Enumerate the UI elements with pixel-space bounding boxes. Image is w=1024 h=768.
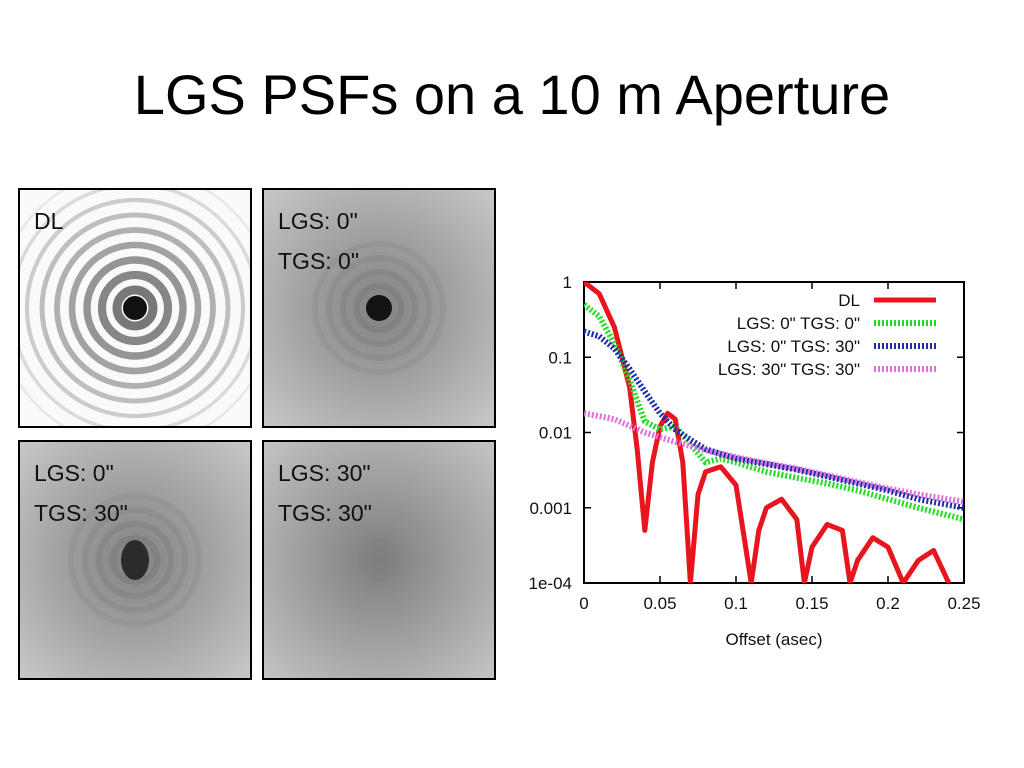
psf-label-line: DL xyxy=(34,208,64,234)
legend-label: LGS: 30" TGS: 30" xyxy=(718,360,860,379)
airy-ring xyxy=(39,212,231,404)
psf-image xyxy=(264,190,494,426)
airy-ring xyxy=(68,241,202,375)
psf-panel-lgs30-tgs30: LGS: 30" TGS: 30" xyxy=(262,440,496,680)
psf-image xyxy=(264,442,494,678)
faint-ring xyxy=(312,241,446,375)
psf-image xyxy=(20,442,250,678)
x-axis-label: Offset (asec) xyxy=(726,630,823,649)
x-tick-label: 0 xyxy=(579,594,588,613)
airy-ring xyxy=(54,227,216,389)
y-tick-label: 0.01 xyxy=(539,424,572,443)
psf-label-line: TGS: 30" xyxy=(278,500,372,526)
psf-core xyxy=(123,296,147,320)
airy-ring xyxy=(83,256,187,360)
faint-ring xyxy=(110,535,160,585)
psf-panel-dl: DL xyxy=(18,188,252,428)
psf-label-line: LGS: 0" xyxy=(278,208,358,234)
x-tick-label: 0.25 xyxy=(947,594,980,613)
legend-label: LGS: 0" TGS: 0" xyxy=(737,314,860,333)
psf-panel-lgs0-tgs30: LGS: 0" TGS: 30" xyxy=(18,440,252,680)
x-tick-label: 0.2 xyxy=(876,594,900,613)
psf-panel-lgs0-tgs0: LGS: 0" TGS: 0" xyxy=(262,188,496,428)
slide-title: LGS PSFs on a 10 m Aperture xyxy=(133,63,891,126)
x-tick-label: 0.15 xyxy=(795,594,828,613)
psf-core xyxy=(121,540,149,580)
faint-ring xyxy=(354,283,404,333)
psf-profile-chart: 0 0.05 0.1 0.15 0.2 0.25 1 0.1 0.01 0.001 1e-04 Off… xyxy=(529,273,981,649)
psf-core xyxy=(357,538,401,582)
faint-ring xyxy=(82,507,188,613)
faint-ring xyxy=(340,269,418,347)
airy-ring xyxy=(24,197,246,419)
y-tick-label: 0.001 xyxy=(529,499,572,518)
psf-label-line: TGS: 30" xyxy=(34,500,128,526)
y-tick-label: 1 xyxy=(563,273,572,292)
x-tick-label: 0.1 xyxy=(724,594,748,613)
airy-ring xyxy=(112,285,158,331)
psf-core xyxy=(366,295,392,321)
airy-ring xyxy=(97,270,173,346)
psf-label-line: LGS: 0" xyxy=(34,460,114,486)
psf-image xyxy=(20,190,250,426)
faint-ring xyxy=(326,255,432,361)
psf-label-line: TGS: 0" xyxy=(278,248,360,274)
series-line xyxy=(584,410,964,505)
y-tick-label: 1e-04 xyxy=(529,574,572,593)
faint-ring xyxy=(68,493,202,627)
legend-label: DL xyxy=(838,291,860,310)
series-line xyxy=(584,282,952,583)
x-tick-label: 0.05 xyxy=(643,594,676,613)
y-tick-label: 0.1 xyxy=(548,348,572,367)
series-line xyxy=(584,302,964,523)
psf-label-line: LGS: 30" xyxy=(278,460,371,486)
faint-ring xyxy=(96,521,174,599)
series-line xyxy=(584,328,964,511)
legend-label: LGS: 0" TGS: 30" xyxy=(727,337,860,356)
